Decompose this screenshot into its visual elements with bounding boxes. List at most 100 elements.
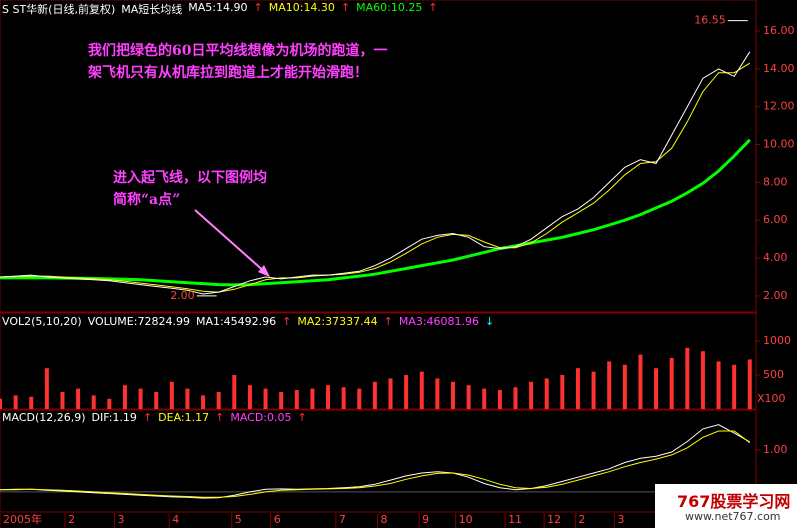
volume-bar [154, 391, 159, 409]
x-tick-label: 7 [339, 513, 346, 526]
x-tick-label: 11 [508, 513, 522, 526]
volume-bar [247, 385, 252, 409]
volume-bar [357, 388, 362, 409]
x-tick-label: 6 [274, 513, 281, 526]
x-tick-label: 3 [617, 513, 624, 526]
volume-bar [0, 398, 2, 409]
point-label: 2.00 [170, 289, 195, 302]
y-tick-label: 6.00 [763, 213, 788, 226]
volume-bar [747, 359, 752, 409]
volume-bar [732, 364, 737, 409]
volume-bar [107, 398, 112, 409]
volume-bar [622, 364, 627, 409]
header-item: VOL2(5,10,20) [2, 315, 82, 328]
volume-bar [76, 388, 81, 409]
volume-bar [451, 381, 455, 409]
volume-bar [497, 389, 502, 409]
header-item: MACD(12,26,9) [2, 411, 86, 424]
header-item: MA2:37337.44 [297, 315, 378, 328]
header-item: ↑ [142, 411, 153, 424]
x-tick-label: 12 [547, 513, 561, 526]
y-tick-label: 2.00 [763, 289, 788, 302]
volume-bar [201, 395, 206, 409]
x-tick-label: 9 [422, 513, 429, 526]
volume-frame [0, 312, 757, 410]
volume-bar [654, 368, 659, 409]
volume-bar [91, 395, 96, 409]
y-tick-label: 1000 [763, 334, 791, 347]
line-series [0, 138, 751, 287]
volume-bar [700, 351, 705, 409]
x-tick-label: 2 [68, 513, 75, 526]
header-item: ↓ [485, 315, 495, 328]
header-item: DEA:1.17 [158, 411, 210, 424]
volume-bar [575, 368, 580, 409]
y-tick-label: 10.00 [763, 138, 795, 151]
volume-bar [13, 395, 18, 409]
line-series [0, 51, 751, 295]
x-tick-label: 8 [381, 513, 388, 526]
volume-bar [529, 381, 534, 409]
volume-bar [404, 374, 409, 409]
volume-bar [607, 361, 612, 409]
volume-bar [279, 391, 284, 409]
x-tick-label: 2005年 [3, 512, 42, 526]
y-tick-label: 14.00 [763, 62, 795, 75]
header-item: MA10:14.30 [268, 1, 335, 14]
y-tick-label: 16.00 [763, 24, 795, 37]
header-item: DIF:1.19 [91, 411, 137, 424]
header-item: ↑ [340, 1, 351, 14]
pointer-arrow [194, 209, 267, 274]
panel-header: VOL2(5,10,20) VOLUME:72824.99 MA1:45492.96… [2, 315, 494, 328]
volume-bar [185, 388, 190, 409]
y-tick-label: 1.00 [763, 443, 788, 456]
volume-bar [716, 361, 721, 409]
pointer-head [258, 265, 270, 277]
header-item: ↑ [215, 411, 225, 424]
x-tick-label: 3 [118, 513, 125, 526]
price-frame [0, 0, 757, 313]
header-item: VOLUME:72824.99 [87, 315, 190, 328]
volume-bar [44, 368, 49, 409]
volume-bar [341, 387, 346, 409]
panel-header: S ST华新(日线,前复权) MA短长均线 MA5:14.90 ↑ MA10:14.30… [2, 1, 438, 17]
header-item: MA1:45492.96 [195, 315, 277, 328]
volume-bar [29, 396, 34, 409]
volume-bar [138, 388, 143, 409]
volume-bar [294, 389, 299, 409]
annotation: 简称“a点” [113, 192, 181, 208]
panel-header: MACD(12,26,9) DIF:1.19 ↑ DEA:1.17 ↑ MACD:0.05… [2, 411, 307, 424]
y-tick-label: 8.00 [763, 175, 788, 188]
volume-bar [326, 385, 331, 409]
volume-bar [310, 388, 315, 409]
header-item: MA短长均线 [121, 3, 183, 16]
volume-bar [669, 357, 674, 409]
point-label: 16.55 [694, 14, 726, 27]
volume-bar [419, 371, 424, 409]
header-item: MA3:46081.96 [398, 315, 480, 328]
volume-bar [591, 371, 596, 409]
line-series [0, 430, 751, 498]
line-series [0, 424, 751, 499]
volume-bar [169, 381, 174, 409]
y-tick-label: 4.00 [763, 251, 788, 264]
volume-bar [482, 388, 487, 409]
x-tick-label: 5 [235, 513, 242, 526]
header-item: ↑ [297, 411, 307, 424]
volume-bar [560, 374, 565, 409]
x-tick-label: 2 [578, 513, 585, 526]
header-item: MA5:14.90 [188, 1, 248, 14]
volume-bar [388, 378, 393, 409]
header-item: MA60:10.25 [356, 1, 423, 14]
annotation: 进入起飞线，以下图例均 [113, 170, 267, 186]
header-item: ↑ [383, 315, 393, 328]
volume-bar [513, 387, 518, 409]
y-tick-label: 12.00 [763, 100, 795, 113]
volume-bar [372, 381, 377, 409]
annotation: 我们把绿色的60日平均线想像为机场的跑道，一 [88, 43, 388, 59]
watermark-url: www.net767.com [685, 510, 781, 523]
x-tick-label: 10 [459, 513, 473, 526]
unit-label: X100 [757, 392, 786, 405]
header-item: ↑ [253, 1, 263, 14]
